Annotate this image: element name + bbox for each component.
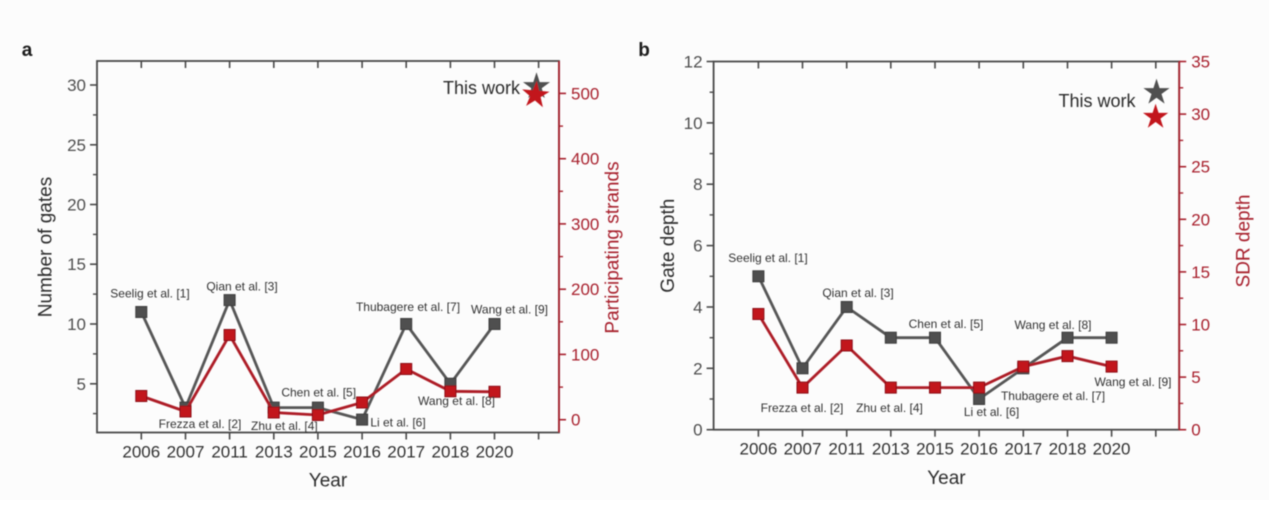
svg-text:500: 500 bbox=[571, 84, 599, 103]
svg-text:2017: 2017 bbox=[1004, 440, 1042, 459]
svg-text:20: 20 bbox=[1191, 210, 1210, 229]
svg-text:Participating strands: Participating strands bbox=[603, 161, 624, 333]
svg-text:10: 10 bbox=[1191, 316, 1210, 335]
svg-text:2015: 2015 bbox=[299, 443, 337, 462]
svg-text:2006: 2006 bbox=[122, 443, 160, 462]
svg-text:0: 0 bbox=[1191, 421, 1200, 440]
svg-text:35: 35 bbox=[1191, 53, 1210, 72]
svg-text:Li et al. [6]: Li et al. [6] bbox=[964, 405, 1019, 419]
svg-text:Wang et al. [9]: Wang et al. [9] bbox=[471, 302, 548, 316]
svg-text:4: 4 bbox=[693, 298, 702, 317]
svg-text:Thubagere et al. [7]: Thubagere et al. [7] bbox=[1001, 389, 1105, 403]
svg-text:Year: Year bbox=[927, 468, 966, 489]
svg-text:Thubagere et al. [7]: Thubagere et al. [7] bbox=[356, 300, 460, 314]
svg-text:Seelig et al. [1]: Seelig et al. [1] bbox=[110, 287, 189, 301]
svg-text:Chen et al. [5]: Chen et al. [5] bbox=[281, 386, 356, 400]
svg-text:SDR depth: SDR depth bbox=[1234, 195, 1255, 288]
svg-text:2018: 2018 bbox=[1049, 440, 1087, 459]
svg-text:This work: This work bbox=[443, 78, 521, 98]
svg-text:Zhu et al. [4]: Zhu et al. [4] bbox=[856, 401, 923, 415]
svg-text:300: 300 bbox=[571, 215, 599, 234]
svg-text:100: 100 bbox=[571, 345, 599, 364]
svg-text:2018: 2018 bbox=[431, 443, 469, 462]
svg-text:Wang et al. [9]: Wang et al. [9] bbox=[1095, 375, 1172, 389]
svg-text:25: 25 bbox=[1191, 158, 1210, 177]
svg-text:2015: 2015 bbox=[916, 440, 954, 459]
svg-text:8: 8 bbox=[693, 175, 702, 194]
svg-text:2020: 2020 bbox=[476, 443, 514, 462]
svg-text:0: 0 bbox=[571, 411, 580, 430]
svg-text:2013: 2013 bbox=[872, 440, 910, 459]
svg-text:This work: This work bbox=[1058, 91, 1136, 111]
svg-text:Zhu et al. [4]: Zhu et al. [4] bbox=[251, 419, 318, 433]
svg-text:Frezza et al. [2]: Frezza et al. [2] bbox=[761, 401, 844, 415]
svg-text:15: 15 bbox=[67, 255, 86, 274]
svg-text:30: 30 bbox=[67, 76, 86, 95]
svg-text:5: 5 bbox=[1191, 368, 1200, 387]
svg-text:25: 25 bbox=[67, 136, 86, 155]
svg-text:Qian et al. [3]: Qian et al. [3] bbox=[206, 280, 277, 294]
svg-text:2016: 2016 bbox=[960, 440, 998, 459]
svg-text:Wang et al. [8]: Wang et al. [8] bbox=[418, 394, 495, 408]
svg-text:2: 2 bbox=[693, 359, 702, 378]
svg-text:10: 10 bbox=[684, 114, 703, 133]
svg-text:Qian et al. [3]: Qian et al. [3] bbox=[822, 286, 893, 300]
svg-text:Year: Year bbox=[309, 471, 348, 492]
svg-text:Seelig et al. [1]: Seelig et al. [1] bbox=[728, 251, 807, 265]
svg-text:2007: 2007 bbox=[167, 443, 205, 462]
svg-text:2006: 2006 bbox=[739, 440, 777, 459]
svg-text:10: 10 bbox=[67, 315, 86, 334]
svg-text:2020: 2020 bbox=[1093, 440, 1131, 459]
svg-text:a: a bbox=[22, 40, 33, 61]
svg-text:Li et al. [6]: Li et al. [6] bbox=[370, 416, 425, 430]
svg-text:2016: 2016 bbox=[343, 443, 381, 462]
svg-text:6: 6 bbox=[693, 237, 702, 256]
svg-text:2011: 2011 bbox=[211, 443, 248, 462]
svg-text:Wang et al. [8]: Wang et al. [8] bbox=[1015, 318, 1092, 332]
svg-text:2013: 2013 bbox=[255, 443, 293, 462]
svg-text:Number of gates: Number of gates bbox=[36, 177, 57, 317]
svg-text:Gate depth: Gate depth bbox=[658, 199, 679, 293]
svg-text:200: 200 bbox=[571, 280, 599, 299]
svg-text:2011: 2011 bbox=[828, 440, 865, 459]
svg-text:0: 0 bbox=[693, 421, 702, 440]
svg-text:30: 30 bbox=[1191, 105, 1210, 124]
svg-text:2007: 2007 bbox=[784, 440, 822, 459]
svg-text:2017: 2017 bbox=[387, 443, 425, 462]
svg-text:Chen et al. [5]: Chen et al. [5] bbox=[909, 317, 984, 331]
svg-text:Frezza et al. [2]: Frezza et al. [2] bbox=[159, 417, 242, 431]
svg-text:15: 15 bbox=[1191, 263, 1210, 282]
svg-text:12: 12 bbox=[684, 53, 703, 72]
svg-text:20: 20 bbox=[67, 196, 86, 215]
svg-text:b: b bbox=[638, 40, 650, 61]
svg-text:400: 400 bbox=[571, 150, 599, 169]
svg-text:5: 5 bbox=[77, 375, 86, 394]
